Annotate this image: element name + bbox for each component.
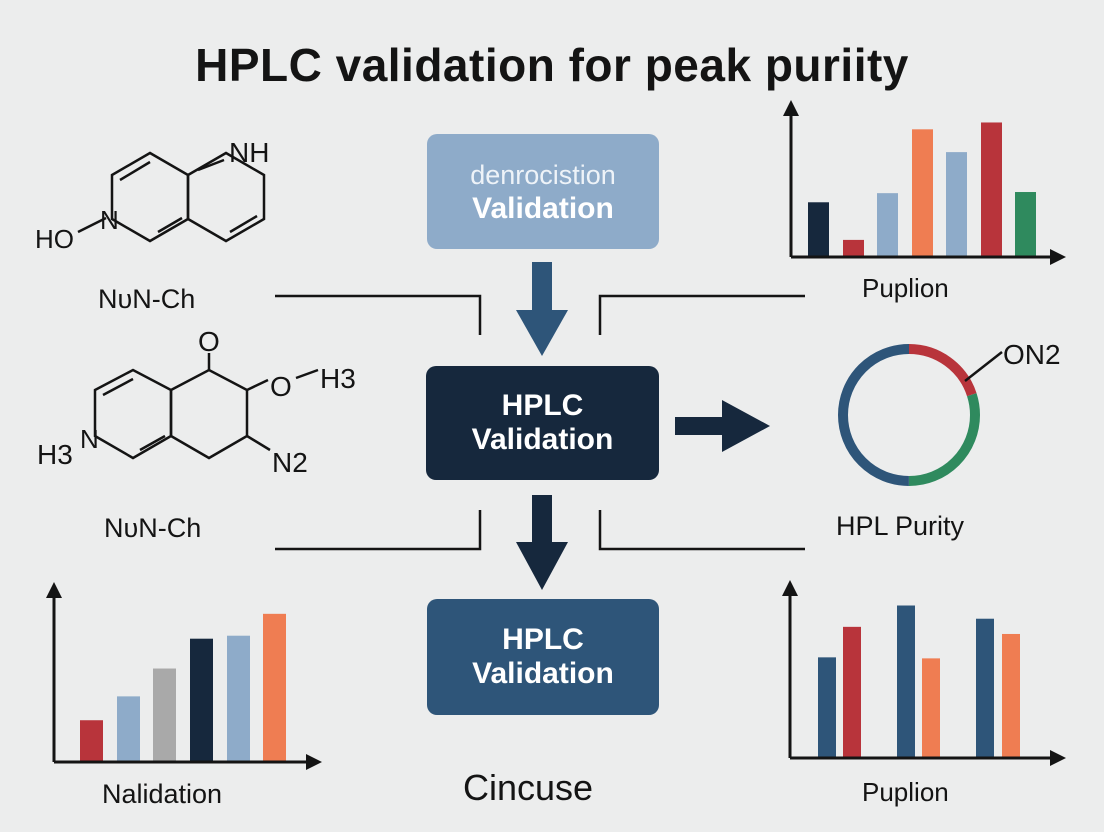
bar [877,193,898,257]
bar [976,618,994,758]
y-axis-arrow-icon [46,582,62,598]
connector-top-left [275,294,482,335]
atom-label: NH [229,137,269,168]
bar [843,626,861,758]
x-axis-arrow-icon [306,754,322,770]
box-line: Validation [472,657,614,690]
donut-slice [838,344,980,486]
atom-label: H3 [320,363,356,394]
box-line: HPLC [502,623,584,656]
y-axis-arrow-icon [782,580,798,596]
molecule-upper [77,151,266,243]
bar-chart-bottom-right [782,580,1066,766]
process-box-middle: HPLC Validation [426,366,659,480]
atom-label: O [270,371,292,402]
bar-chart-bottom-left [46,582,322,770]
bar [843,239,864,257]
atom-label: N [100,205,119,235]
connector-bottom-left [275,510,482,551]
atom-label: H3 [37,439,73,470]
donut-callout-line [964,351,1003,382]
label-chart-top-right: Puplion [862,273,949,303]
bar [912,129,933,257]
arrow-down-icon [516,495,568,590]
bar [897,605,915,758]
molecule-lower [93,353,319,460]
donut-slice [838,344,980,486]
bar [946,152,967,257]
label-left-upper: NᴜN-Ch [98,284,196,314]
page-title: HPLC validation for peak puriity [195,39,909,91]
x-axis-arrow-icon [1050,249,1066,265]
bar [808,202,829,257]
process-box-top: denrocistion Validation [427,134,659,249]
bar [922,658,940,758]
bar [153,668,176,762]
arrow-down-icon [516,262,568,356]
donut-callout-label: ON2 [1003,339,1061,370]
bar [190,638,213,762]
atom-label: O [198,326,220,357]
bar [981,122,1002,257]
connector-top-right [598,294,805,335]
connector-lines [275,294,805,551]
bar [80,720,103,762]
bar [818,657,836,758]
bar [1015,192,1036,257]
bar-chart-top-right [783,100,1066,265]
label-left-lower: NᴜN-Ch [104,513,202,543]
bar [1002,633,1020,758]
label-chart-bottom-right: Puplion [862,777,949,807]
box-line: HPLC [501,389,584,422]
box-line: denrocistion [470,159,616,190]
bar [117,696,140,762]
x-axis-arrow-icon [1050,750,1066,766]
donut-chart [838,344,1003,486]
label-chart-bottom-left: Nalidation [102,779,223,809]
bar [263,613,286,762]
label-bottom-center: Cincuse [463,767,594,808]
box-line: Validation [471,423,614,456]
label-donut: HPL Purity [836,511,965,541]
bar [227,635,250,762]
y-axis-arrow-icon [783,100,799,116]
connector-bottom-right [598,510,805,551]
box-line: Validation [472,191,614,225]
atom-label: HO [35,224,74,254]
atom-label: N2 [272,447,308,478]
atom-label: N [80,424,99,454]
arrow-right-icon [675,400,770,452]
process-box-bottom: HPLC Validation [427,599,659,715]
